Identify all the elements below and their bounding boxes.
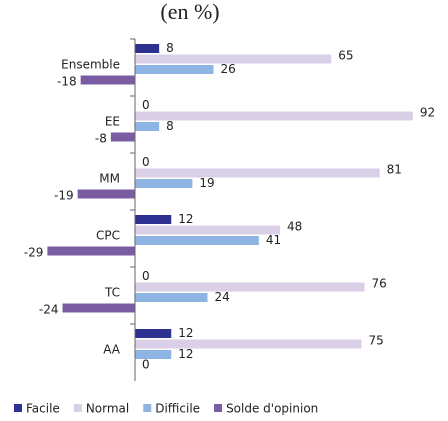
category-label: CPC xyxy=(96,229,120,243)
legend-label: Facile xyxy=(26,402,60,416)
value-label: 92 xyxy=(420,106,435,120)
category-label: EE xyxy=(105,115,120,129)
value-label: 26 xyxy=(221,62,236,76)
bar xyxy=(110,132,135,142)
category-label: Ensemble xyxy=(61,58,120,72)
category-label: TC xyxy=(104,286,120,300)
legend-label: Solde d'opinion xyxy=(226,402,318,416)
bar xyxy=(135,65,214,74)
bar xyxy=(135,225,280,235)
value-label: 81 xyxy=(387,163,402,177)
value-label: -29 xyxy=(24,246,44,260)
bar xyxy=(135,329,172,338)
value-label: 8 xyxy=(166,119,174,133)
bar xyxy=(77,189,135,199)
value-label: 76 xyxy=(372,277,387,291)
legend-label: Difficile xyxy=(155,402,200,416)
value-label: -24 xyxy=(39,303,59,317)
value-label: 19 xyxy=(199,176,214,190)
bar xyxy=(135,179,193,188)
bar xyxy=(135,339,362,349)
value-label: -18 xyxy=(57,75,77,89)
legend-swatch xyxy=(143,404,152,412)
category-label: MM xyxy=(99,172,120,186)
bar xyxy=(135,54,332,64)
bar xyxy=(135,122,160,131)
bar xyxy=(135,350,172,359)
value-label: 0 xyxy=(142,155,150,169)
value-label: 41 xyxy=(266,233,281,247)
value-label: 12 xyxy=(178,347,193,361)
bar xyxy=(135,236,259,245)
bar xyxy=(135,215,172,224)
category-label: AA xyxy=(103,343,121,357)
bar xyxy=(80,75,135,85)
value-label: 12 xyxy=(178,326,193,340)
value-label: 48 xyxy=(287,220,302,234)
value-label: 75 xyxy=(369,334,384,348)
bar xyxy=(135,111,413,121)
bar xyxy=(135,44,160,53)
legend-swatch xyxy=(73,404,82,412)
chart-title: (en %) xyxy=(160,0,219,24)
bar xyxy=(47,246,135,256)
bar xyxy=(135,293,208,302)
value-label: 0 xyxy=(142,98,150,112)
value-label: 0 xyxy=(142,269,150,283)
value-label: 24 xyxy=(214,290,229,304)
value-label: -8 xyxy=(95,132,107,146)
bar xyxy=(135,168,380,178)
legend-swatch xyxy=(214,404,223,412)
value-label: 8 xyxy=(166,41,174,55)
value-label: -19 xyxy=(54,189,74,203)
legend-swatch xyxy=(14,404,22,412)
bar xyxy=(62,303,135,313)
legend-label: Normal xyxy=(86,402,129,416)
value-label: 12 xyxy=(178,212,193,226)
value-label: 0 xyxy=(142,358,150,372)
value-label: 65 xyxy=(338,49,353,63)
bar xyxy=(135,282,365,292)
